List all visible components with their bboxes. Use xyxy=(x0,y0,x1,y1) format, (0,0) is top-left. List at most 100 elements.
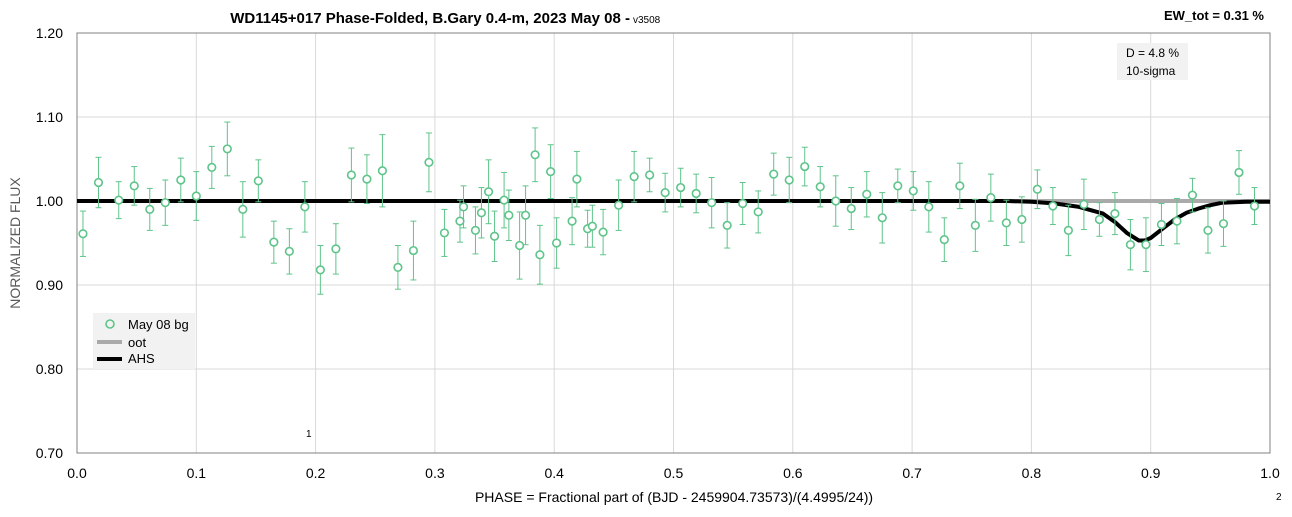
data-point xyxy=(504,189,514,241)
data-point xyxy=(831,175,841,227)
data-point xyxy=(362,154,372,205)
x-tick-label: 0.8 xyxy=(1022,465,1042,481)
data-point xyxy=(253,159,263,203)
data-point-marker xyxy=(362,174,372,184)
data-point-marker xyxy=(191,191,201,201)
y-tick-label: 0.90 xyxy=(36,277,63,293)
annotation-sigma: 10-sigma xyxy=(1126,64,1176,78)
tick-labels: 0.0 0.1 0.2 0.3 0.4 0.5 0.6 0.7 0.8 0.9 1.0 0.70 0.8… xyxy=(36,25,1280,481)
x-tick-label: 1.0 xyxy=(1260,465,1280,481)
data-point-marker xyxy=(924,202,934,212)
data-point-marker xyxy=(908,186,918,196)
data-point-marker xyxy=(1017,214,1027,225)
data-point xyxy=(483,159,494,225)
data-point xyxy=(738,182,748,226)
data-point xyxy=(598,208,608,256)
data-point xyxy=(846,187,856,231)
legend-label-oot: oot xyxy=(128,335,146,350)
y-tick-label: 0.70 xyxy=(36,445,63,461)
data-point xyxy=(269,220,279,264)
data-point xyxy=(535,224,545,285)
data-point xyxy=(645,157,655,193)
data-point-marker xyxy=(377,166,388,176)
data-point-marker xyxy=(893,181,903,191)
legend: May 08 bg oot AHS xyxy=(93,313,195,369)
data-point xyxy=(439,208,450,257)
ew-total-label: EW_tot = 0.31 % xyxy=(1164,8,1264,23)
data-point-marker xyxy=(489,231,500,241)
data-point xyxy=(238,181,248,238)
data-point xyxy=(893,168,903,204)
data-point xyxy=(160,179,170,226)
data-point xyxy=(1203,207,1213,254)
data-point-marker xyxy=(986,193,996,203)
data-point xyxy=(1218,200,1229,247)
data-point-marker xyxy=(284,246,294,256)
data-point-marker xyxy=(269,237,279,247)
data-point-marker xyxy=(660,188,670,198)
data-point-marker xyxy=(1218,219,1229,229)
y-tick-label: 1.20 xyxy=(36,25,63,41)
data-point xyxy=(1172,197,1182,245)
data-point-marker xyxy=(846,203,856,214)
data-point-marker xyxy=(614,200,624,210)
data-point xyxy=(1249,187,1260,226)
data-point-marker xyxy=(499,195,509,205)
data-point-marker xyxy=(1187,190,1198,200)
annotation-background xyxy=(1117,43,1188,80)
data-point xyxy=(476,187,487,239)
data-points xyxy=(78,121,1260,295)
data-point-marker xyxy=(222,144,232,154)
data-point-marker xyxy=(707,198,717,208)
annotation-depth: D = 4.8 % xyxy=(1126,46,1179,60)
data-point xyxy=(753,190,763,234)
legend-label-points: May 08 bg xyxy=(128,317,189,332)
data-point-marker xyxy=(645,170,655,180)
data-point-marker xyxy=(483,187,494,197)
data-point-marker xyxy=(587,221,597,231)
data-point-marker xyxy=(515,240,525,251)
data-point-marker xyxy=(738,198,748,209)
data-point-marker xyxy=(546,167,556,177)
data-point xyxy=(1234,150,1244,195)
data-point xyxy=(587,204,597,248)
x-tick-label: 0.4 xyxy=(544,465,564,481)
data-point xyxy=(458,185,469,229)
data-point-marker xyxy=(176,175,186,185)
data-point-marker xyxy=(1048,201,1058,211)
data-point-marker xyxy=(530,150,540,160)
data-point-marker xyxy=(160,198,170,208)
data-point-marker xyxy=(408,245,419,256)
data-point-marker xyxy=(769,169,779,179)
data-point-marker xyxy=(300,202,310,212)
data-point xyxy=(114,181,124,220)
data-point xyxy=(784,156,794,204)
data-point-marker xyxy=(1172,216,1182,226)
data-point-marker xyxy=(939,235,949,245)
data-point-marker xyxy=(1110,209,1120,219)
data-point-marker xyxy=(1079,199,1089,209)
data-point-marker xyxy=(629,172,639,182)
data-point xyxy=(377,134,388,208)
data-point xyxy=(129,166,139,206)
data-point-marker xyxy=(455,216,465,226)
data-point-marker xyxy=(520,210,531,220)
x-axis-label: PHASE = Fractional part of (BJD - 245990… xyxy=(475,489,873,505)
data-point xyxy=(924,181,934,233)
data-point-marker xyxy=(331,244,341,254)
data-point-marker xyxy=(393,262,403,272)
data-point xyxy=(93,156,104,209)
stats-annotation: D = 4.8 % 10-sigma xyxy=(1117,43,1188,80)
data-point-marker xyxy=(1125,240,1136,250)
data-point-marker xyxy=(1141,240,1151,250)
data-point-marker xyxy=(722,220,732,230)
data-point xyxy=(1063,204,1073,257)
data-point xyxy=(191,171,201,221)
data-point-marker xyxy=(800,161,810,172)
data-point-marker xyxy=(424,157,434,167)
data-point xyxy=(207,145,217,189)
x-tick-label: 0.0 xyxy=(67,465,87,481)
data-point xyxy=(955,162,965,210)
data-point xyxy=(707,176,717,229)
